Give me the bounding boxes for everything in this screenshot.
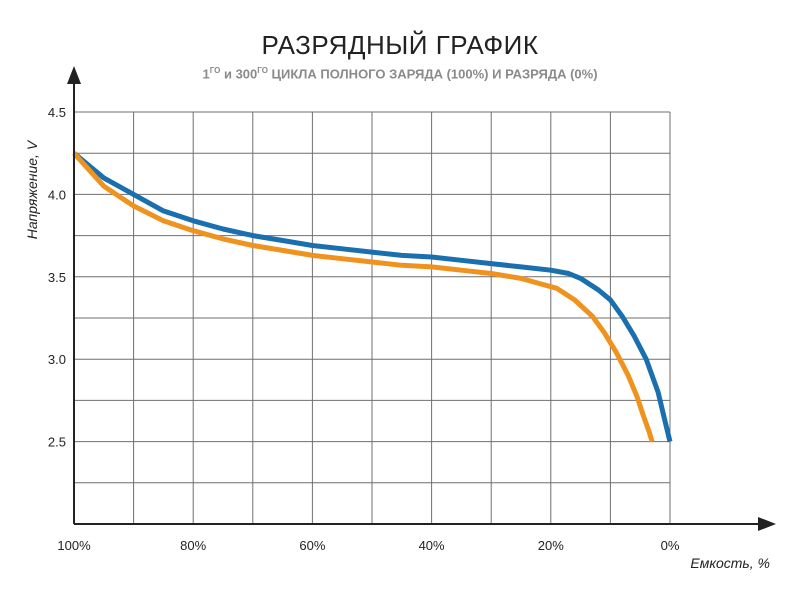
x-tick-label: 40% <box>419 538 445 553</box>
axes <box>67 66 776 531</box>
series-lines <box>72 151 673 443</box>
chart-title: РАЗРЯДНЫЙ ГРАФИК <box>261 30 539 60</box>
x-tick-label: 0% <box>661 538 680 553</box>
series-line-1 <box>72 151 673 443</box>
y-axis-arrow <box>67 66 81 84</box>
subtitle-rest: ЦИКЛА ПОЛНОГО ЗАРЯДА (100%) И РАЗРЯДА (0… <box>267 66 598 82</box>
tick-labels: 100% 80% 60% 40% 20% 0% 2.5 3.0 3.5 4.0 4.5 <box>48 105 680 553</box>
subtitle-superscript-2: ГО <box>257 66 268 75</box>
chart-subtitle: 1ГО и 300ГО ЦИКЛА ПОЛНОГО ЗАРЯДА (100%) … <box>0 66 800 81</box>
x-axis-title: Емкость, % <box>690 555 770 571</box>
x-tick-label: 100% <box>57 538 91 553</box>
subtitle-number-1: 1 <box>202 66 210 82</box>
subtitle-number-2: и 300 <box>220 66 258 82</box>
y-tick-label: 4.5 <box>48 105 66 120</box>
x-axis-arrow <box>758 517 776 531</box>
x-tick-label: 60% <box>299 538 325 553</box>
y-tick-label: 2.5 <box>48 435 66 450</box>
y-tick-label: 3.0 <box>48 352 66 367</box>
grid-lines <box>74 111 671 524</box>
x-tick-label: 20% <box>538 538 564 553</box>
y-tick-label: 4.0 <box>48 187 66 202</box>
series-line-2 <box>72 151 655 443</box>
y-tick-label: 3.5 <box>48 270 66 285</box>
y-axis-title: Напряжение, V <box>24 139 40 239</box>
subtitle-superscript-1: ГО <box>209 66 221 75</box>
x-tick-label: 80% <box>180 538 206 553</box>
